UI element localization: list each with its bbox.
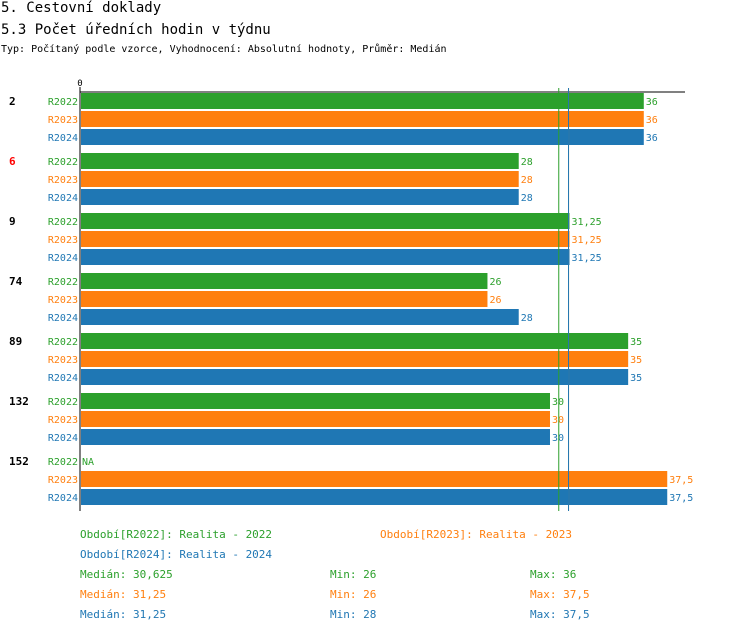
bar [81, 333, 629, 349]
group-label: 2 [9, 95, 16, 108]
group-label: 89 [9, 335, 22, 348]
bar [81, 291, 488, 307]
data-label: 37,5 [669, 493, 693, 504]
stat-max-r2024: Max: 37,5 [530, 608, 590, 621]
legend-r2023: Období[R2023]: Realita - 2023 [380, 528, 573, 541]
series-label: R2022 [48, 337, 78, 348]
data-label: 35 [630, 373, 642, 384]
data-label: 31,25 [572, 235, 602, 246]
bar [81, 369, 629, 385]
series-label: R2024 [48, 193, 78, 204]
data-label: 31,25 [572, 253, 602, 264]
data-label: 28 [521, 175, 533, 186]
group-label: 132 [9, 395, 29, 408]
series-label: R2024 [48, 433, 78, 444]
bar [81, 189, 519, 205]
series-label: R2023 [48, 475, 78, 486]
data-label: 28 [521, 157, 533, 168]
series-label: R2022 [48, 157, 78, 168]
data-label: 28 [521, 313, 533, 324]
stat-min-r2023: Min: 26 [330, 588, 377, 601]
series-label: R2023 [48, 295, 78, 306]
series-label: R2024 [48, 133, 78, 144]
stat-min-r2022: Min: 26 [330, 568, 377, 581]
series-label: R2023 [48, 175, 78, 186]
series-label: R2022 [48, 277, 78, 288]
bar [81, 111, 644, 127]
stat-median-r2024: Medián: 31,25 [80, 608, 167, 621]
bar [81, 309, 519, 325]
bar [81, 429, 550, 445]
data-label: 35 [630, 337, 642, 348]
bar [81, 171, 519, 187]
bar [81, 153, 519, 169]
section-title: 5. Cestovní doklady [1, 0, 162, 16]
group-label: 152 [9, 455, 29, 468]
data-label: 35 [630, 355, 642, 366]
legend-r2024: Období[R2024]: Realita - 2024 [80, 548, 273, 561]
data-label: 31,25 [572, 217, 602, 228]
series-label: R2024 [48, 313, 78, 324]
data-label: 30 [552, 433, 564, 444]
series-label: R2024 [48, 253, 78, 264]
data-label: 36 [646, 115, 658, 126]
bar [81, 249, 570, 265]
series-label: R2023 [48, 415, 78, 426]
bar [81, 351, 629, 367]
series-label: R2024 [48, 493, 78, 504]
group-label: 74 [9, 275, 23, 288]
data-label: 26 [489, 277, 501, 288]
x-tick-label: 0 [77, 79, 82, 89]
bar [81, 213, 570, 229]
data-label: 36 [646, 133, 658, 144]
series-label: R2023 [48, 115, 78, 126]
group-label: 6 [9, 155, 16, 168]
data-label: 30 [552, 415, 564, 426]
data-label: 26 [489, 295, 501, 306]
stat-median-r2023: Medián: 31,25 [80, 588, 167, 601]
stat-max-r2022: Max: 36 [530, 568, 577, 581]
stat-min-r2024: Min: 28 [330, 608, 377, 621]
stat-median-r2022: Medián: 30,625 [80, 568, 173, 581]
series-label: R2023 [48, 235, 78, 246]
data-label: 30 [552, 397, 564, 408]
group-label: 9 [9, 215, 16, 228]
series-label: R2022 [48, 217, 78, 228]
series-label: R2022 [48, 457, 78, 468]
bar [81, 411, 550, 427]
data-label: 36 [646, 97, 658, 108]
bar [81, 93, 644, 109]
series-label: R2022 [48, 97, 78, 108]
data-label: 37,5 [669, 475, 693, 486]
bar [81, 471, 668, 487]
data-label: NA [82, 457, 94, 468]
stat-max-r2023: Max: 37,5 [530, 588, 590, 601]
bar [81, 273, 488, 289]
bar [81, 231, 570, 247]
bar [81, 489, 668, 505]
data-label: 28 [521, 193, 533, 204]
chart-info: Typ: Počítaný podle vzorce, Vyhodnocení:… [1, 44, 447, 55]
series-label: R2022 [48, 397, 78, 408]
chart-title: 5.3 Počet úředních hodin v týdnu [1, 22, 271, 38]
series-label: R2024 [48, 373, 78, 384]
legend-r2022: Období[R2022]: Realita - 2022 [80, 528, 273, 541]
bar [81, 129, 644, 145]
bar [81, 393, 550, 409]
series-label: R2023 [48, 355, 78, 366]
